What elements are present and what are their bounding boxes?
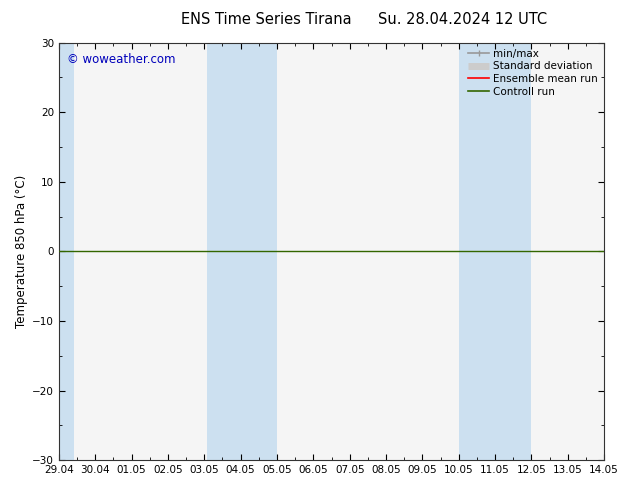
Legend: min/max, Standard deviation, Ensemble mean run, Controll run: min/max, Standard deviation, Ensemble me…	[465, 46, 601, 99]
Bar	[59, 43, 74, 460]
Bar	[207, 43, 277, 460]
Text: © woweather.com: © woweather.com	[67, 53, 176, 66]
Bar	[459, 43, 531, 460]
Y-axis label: Temperature 850 hPa (°C): Temperature 850 hPa (°C)	[15, 175, 28, 328]
Text: ENS Time Series Tirana: ENS Time Series Tirana	[181, 12, 352, 27]
Text: Su. 28.04.2024 12 UTC: Su. 28.04.2024 12 UTC	[378, 12, 547, 27]
